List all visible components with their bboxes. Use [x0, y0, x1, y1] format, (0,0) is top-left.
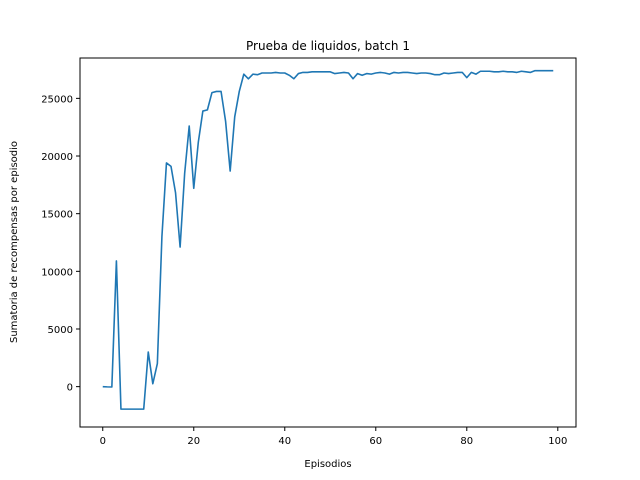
- x-tick-label: 100: [548, 436, 567, 447]
- y-tick-label: 15000: [41, 210, 73, 221]
- plot-frame: [79, 57, 577, 428]
- y-axis-label: Sumatoria de recompensas por episodio: [9, 141, 20, 343]
- x-axis-label: Episodios: [304, 459, 351, 470]
- x-tick-label: 60: [369, 436, 382, 447]
- x-tick-label: 0: [100, 436, 106, 447]
- y-tick-label: 25000: [41, 94, 73, 105]
- x-tick-label: 40: [278, 436, 291, 447]
- chart-title: Prueba de liquidos, batch 1: [246, 39, 410, 53]
- series-line-0: [102, 69, 554, 410]
- x-tick-label: 20: [187, 436, 200, 447]
- y-tick-label: 5000: [48, 325, 73, 336]
- y-tick-label: 20000: [41, 152, 73, 163]
- y-tick-label: 0: [67, 383, 73, 394]
- x-tick-label: 80: [460, 436, 473, 447]
- y-tick-label: 10000: [41, 267, 73, 278]
